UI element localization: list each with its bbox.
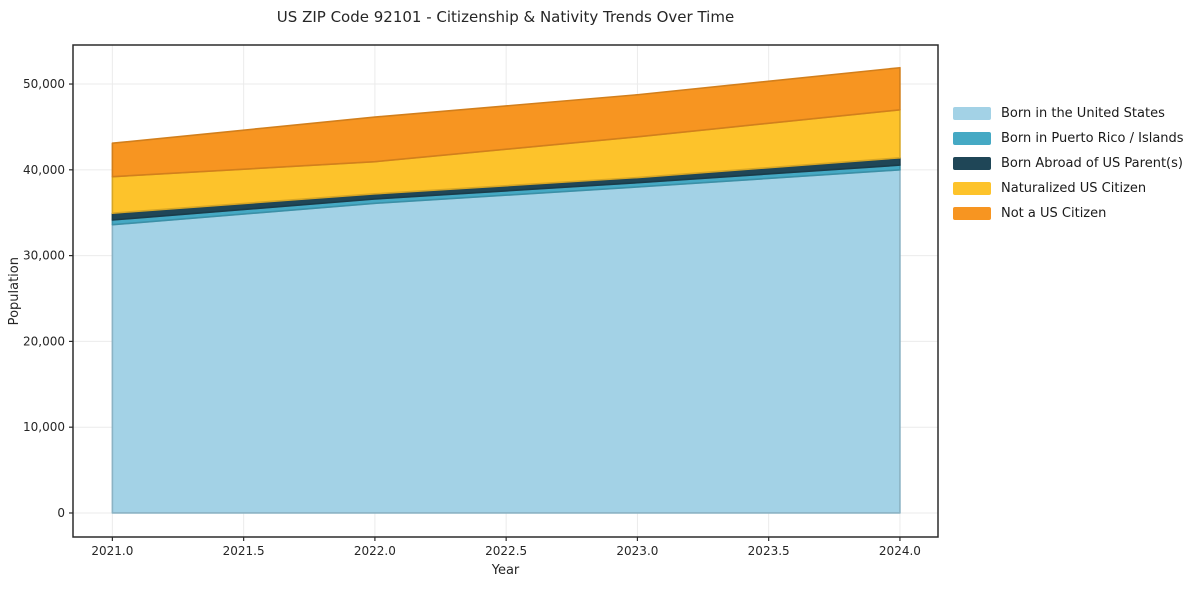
x-tick-label: 2021.5 (223, 544, 265, 558)
legend-swatch-icon (953, 207, 991, 220)
x-axis-label: Year (491, 563, 520, 578)
x-tick-label: 2022.5 (485, 544, 527, 558)
legend-swatch-icon (953, 157, 991, 170)
x-tick-label: 2021.0 (91, 544, 133, 558)
legend: Born in the United States Born in Puerto … (953, 101, 1184, 226)
legend-item-naturalized-us-citizen: Naturalized US Citizen (953, 176, 1184, 201)
y-tick-label: 0 (57, 506, 65, 520)
y-axis-label-box: Population (4, 0, 24, 582)
x-tick-label: 2022.0 (354, 544, 396, 558)
legend-label: Naturalized US Citizen (1001, 181, 1147, 196)
area-born-in-the-united-states (111, 169, 901, 514)
legend-swatch-icon (953, 182, 991, 195)
legend-item-born-abroad-of-us-parent-s: Born Abroad of US Parent(s) (953, 151, 1184, 176)
legend-label: Not a US Citizen (1001, 206, 1107, 221)
legend-swatch-icon (953, 132, 991, 145)
legend-swatch-icon (953, 107, 991, 120)
x-tick-label: 2024.0 (879, 544, 921, 558)
legend-item-not-a-us-citizen: Not a US Citizen (953, 201, 1184, 226)
y-tick-label: 50,000 (23, 77, 65, 91)
legend-label: Born Abroad of US Parent(s) (1001, 156, 1183, 171)
y-tick-label: 20,000 (23, 334, 65, 348)
x-tick-label: 2023.5 (748, 544, 790, 558)
chart-title: US ZIP Code 92101 - Citizenship & Nativi… (276, 8, 735, 26)
y-tick-label: 30,000 (23, 249, 65, 263)
y-tick-label: 40,000 (23, 163, 65, 177)
x-tick-label: 2023.0 (616, 544, 658, 558)
y-axis-label: Population (6, 256, 22, 326)
plot-border (72, 44, 939, 538)
legend-label: Born in the United States (1001, 106, 1165, 121)
legend-label: Born in Puerto Rico / Islands (1001, 131, 1184, 146)
legend-item-born-in-puerto-rico-islands: Born in Puerto Rico / Islands (953, 126, 1184, 151)
y-tick-label: 10,000 (23, 420, 65, 434)
area-not-a-us-citizen (111, 66, 901, 178)
legend-item-born-in-the-united-states: Born in the United States (953, 101, 1184, 126)
